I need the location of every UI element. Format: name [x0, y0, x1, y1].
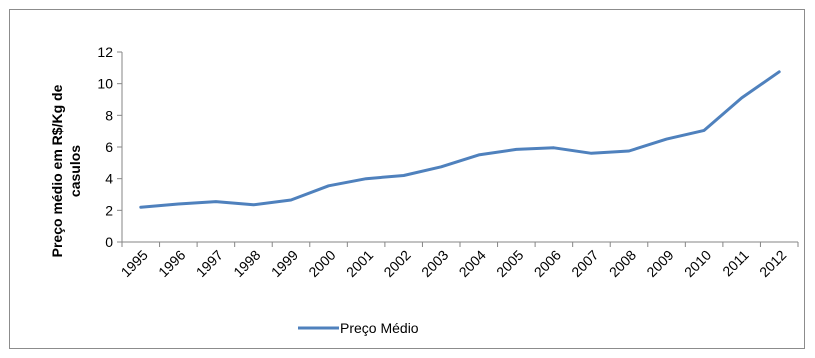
y-axis-ticks: 0 2 4 6 8 10 12 — [97, 44, 122, 250]
data-point — [778, 70, 781, 73]
data-point — [628, 149, 630, 152]
legend: Preço Médio — [298, 320, 419, 336]
x-tick-label: 2002 — [380, 247, 413, 280]
x-tick-label: 2003 — [418, 247, 451, 280]
y-tick-label: 4 — [105, 171, 113, 187]
data-point — [515, 148, 518, 151]
y-tick-label: 10 — [97, 76, 113, 92]
data-point — [290, 199, 292, 202]
data-point — [440, 165, 443, 168]
data-point — [139, 206, 142, 209]
y-tick-label: 12 — [97, 44, 113, 60]
x-tick-label: 2004 — [456, 247, 489, 280]
x-tick-label: 2009 — [643, 247, 676, 280]
x-tick-label: 2011 — [719, 247, 752, 280]
chart-frame: Preço médio em R$/Kg de casulos 0 2 4 6 8 10 1… — [9, 9, 805, 349]
data-point — [402, 174, 405, 177]
data-point — [740, 96, 743, 99]
y-tick-label: 6 — [105, 139, 113, 155]
y-axis-label: Preço médio em R$/Kg de casulos — [49, 84, 83, 257]
data-point — [327, 184, 330, 187]
x-tick-label: 2000 — [305, 247, 338, 280]
y-tick-label: 2 — [105, 202, 113, 218]
y-axis-label-line-1: Preço médio em R$/Kg de — [49, 84, 65, 257]
y-axis-label-line-2: casulos — [67, 145, 83, 197]
x-tick-label: 2007 — [568, 247, 601, 280]
x-tick-label: 1998 — [230, 247, 263, 280]
data-point — [252, 203, 255, 206]
series-group — [139, 70, 781, 209]
data-point — [365, 177, 368, 180]
x-tick-label: 1997 — [193, 247, 226, 280]
x-tick-label: 2012 — [756, 247, 789, 280]
data-point — [590, 152, 593, 155]
x-tick-label: 2008 — [606, 247, 639, 280]
x-tick-label: 1995 — [118, 247, 151, 280]
data-point — [552, 146, 555, 149]
y-tick-label: 0 — [105, 234, 113, 250]
x-tick-label: 2006 — [531, 247, 564, 280]
x-tick-label: 2005 — [493, 247, 526, 280]
data-point — [703, 129, 706, 132]
data-point — [665, 138, 668, 141]
series-line-preco-medio — [139, 70, 781, 209]
x-tick-label: 2001 — [343, 247, 376, 280]
data-point — [477, 153, 480, 156]
data-point — [177, 203, 180, 205]
x-tick-label: 1999 — [268, 247, 301, 280]
x-tick-label: 1996 — [155, 247, 188, 280]
legend-label: Preço Médio — [340, 320, 419, 336]
x-tick-label: 2010 — [681, 247, 714, 280]
y-tick-label: 8 — [105, 107, 113, 123]
line-chart: Preço médio em R$/Kg de casulos 0 2 4 6 8 10 1… — [49, 44, 799, 336]
x-axis-ticks: 1995 1996 1997 1998 1999 2000 2001 2002 2003 2004… — [118, 242, 799, 280]
data-point — [214, 200, 217, 203]
